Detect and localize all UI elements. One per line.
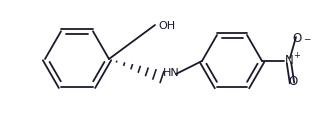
Text: +: + bbox=[293, 50, 300, 60]
Text: HN: HN bbox=[163, 68, 180, 78]
Text: −: − bbox=[303, 34, 310, 43]
Text: O: O bbox=[288, 75, 297, 88]
Text: N: N bbox=[285, 53, 294, 67]
Text: OH: OH bbox=[158, 21, 175, 31]
Text: O: O bbox=[292, 32, 302, 45]
